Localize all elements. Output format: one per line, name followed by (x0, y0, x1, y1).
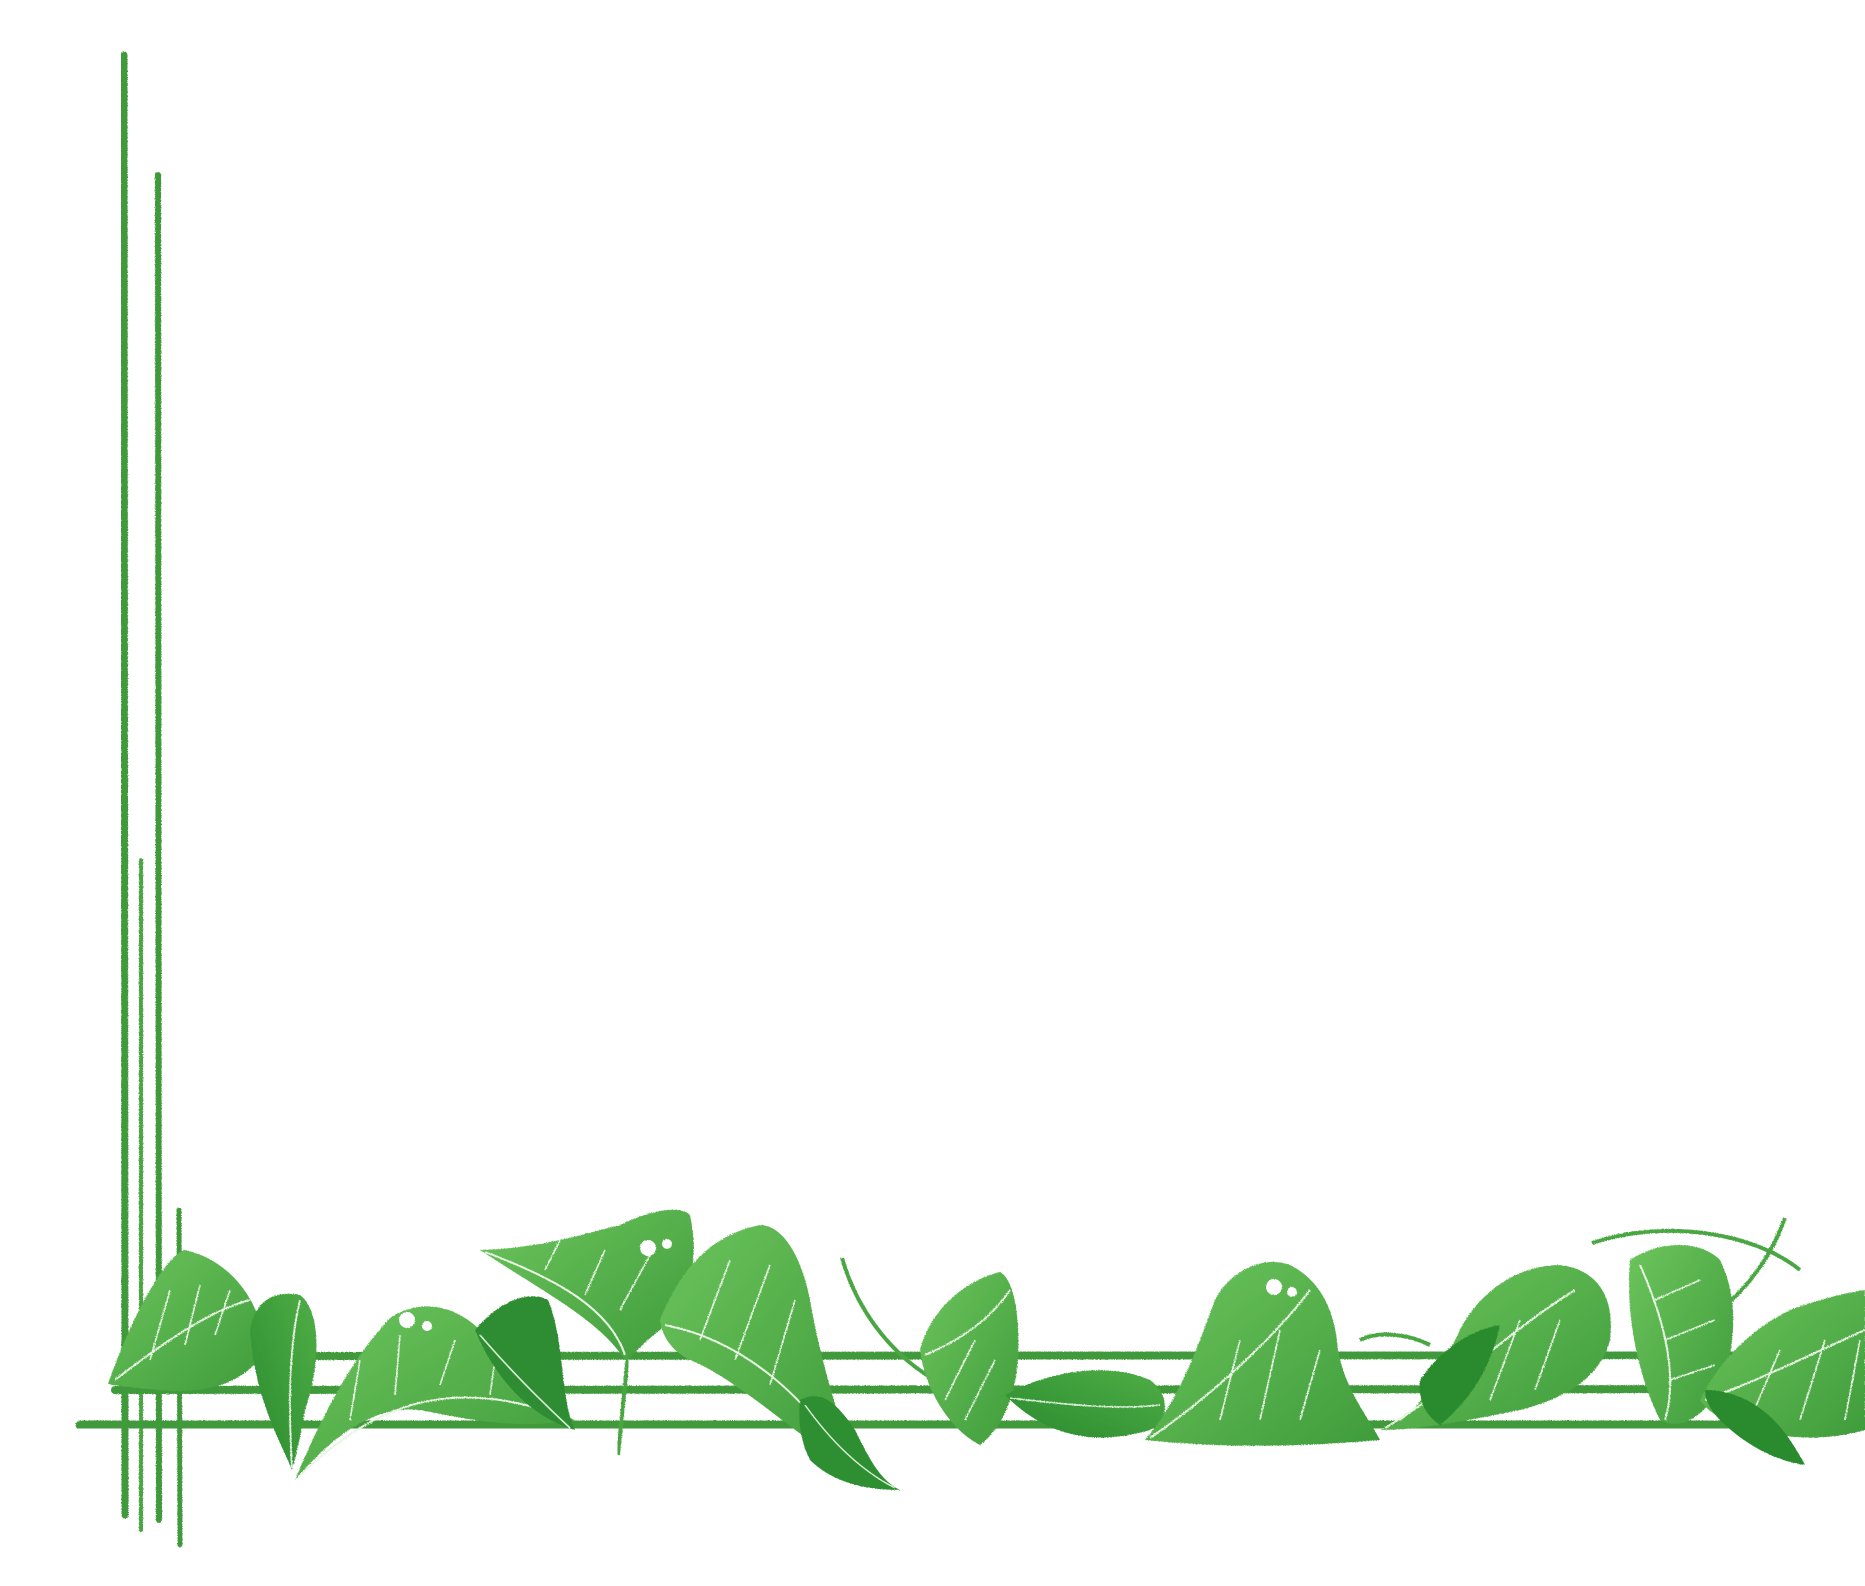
vine-leaf-garland-icon (108, 1209, 1865, 1490)
leaf-icon (250, 1293, 317, 1470)
leaf-icon (1380, 1265, 1611, 1430)
leaf-icon (295, 1306, 575, 1480)
leaf-icon (799, 1396, 900, 1490)
leaf-icon (920, 1272, 1019, 1445)
leaf-icon (108, 1250, 265, 1391)
leaf-icon (1629, 1245, 1734, 1424)
stem-icon (616, 1354, 630, 1456)
leaf-icon (475, 1296, 575, 1430)
leaf-icon (1419, 1325, 1500, 1425)
leaf-icon (1145, 1261, 1380, 1446)
leaf-icon (1705, 1390, 1805, 1465)
leaf-icon (480, 1209, 694, 1360)
leaf-icon (1005, 1370, 1165, 1438)
